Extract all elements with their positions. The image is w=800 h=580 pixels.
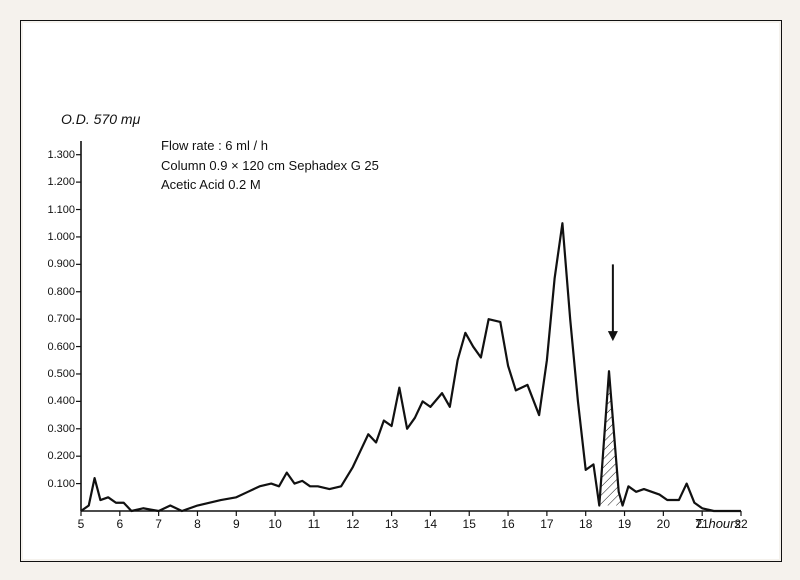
y-tick-label: 1.300 — [47, 149, 81, 161]
y-tick-label: 0.400 — [47, 395, 81, 407]
y-tick-label: 0.700 — [47, 313, 81, 325]
x-tick-label: 18 — [579, 511, 592, 531]
x-tick-label: 12 — [346, 511, 359, 531]
x-tick-label: 14 — [424, 511, 437, 531]
x-tick-label: 19 — [618, 511, 631, 531]
y-tick-label: 0.500 — [47, 368, 81, 380]
y-tick-label: 0.600 — [47, 341, 81, 353]
x-tick-label: 7 — [155, 511, 162, 531]
x-tick-label: 11 — [308, 511, 320, 531]
x-tick-label: 6 — [116, 511, 123, 531]
y-axis-title: O.D. 570 mμ — [61, 111, 140, 127]
x-axis-title: T. hours — [695, 516, 742, 531]
x-tick-label: 5 — [78, 511, 85, 531]
x-tick-label: 16 — [501, 511, 514, 531]
x-tick-label: 20 — [657, 511, 670, 531]
x-tick-label: 8 — [194, 511, 201, 531]
x-tick-label: 17 — [540, 511, 553, 531]
y-tick-label: 1.100 — [47, 204, 81, 216]
chart-frame: O.D. 570 mμ Flow rate : 6 ml / h Column … — [20, 20, 782, 562]
y-tick-label: 0.800 — [47, 286, 81, 298]
y-tick-label: 0.100 — [47, 478, 81, 490]
y-tick-label: 0.300 — [47, 423, 81, 435]
y-tick-label: 1.200 — [47, 176, 81, 188]
chart-svg — [81, 141, 741, 511]
y-tick-label: 1.000 — [47, 231, 81, 243]
x-tick-label: 13 — [385, 511, 398, 531]
x-tick-label: 9 — [233, 511, 240, 531]
plot-area: 0.1000.2000.3000.4000.5000.6000.7000.800… — [81, 141, 741, 511]
y-tick-label: 0.200 — [47, 450, 81, 462]
x-tick-label: 15 — [463, 511, 476, 531]
y-tick-label: 0.900 — [47, 258, 81, 270]
x-tick-label: 10 — [268, 511, 281, 531]
